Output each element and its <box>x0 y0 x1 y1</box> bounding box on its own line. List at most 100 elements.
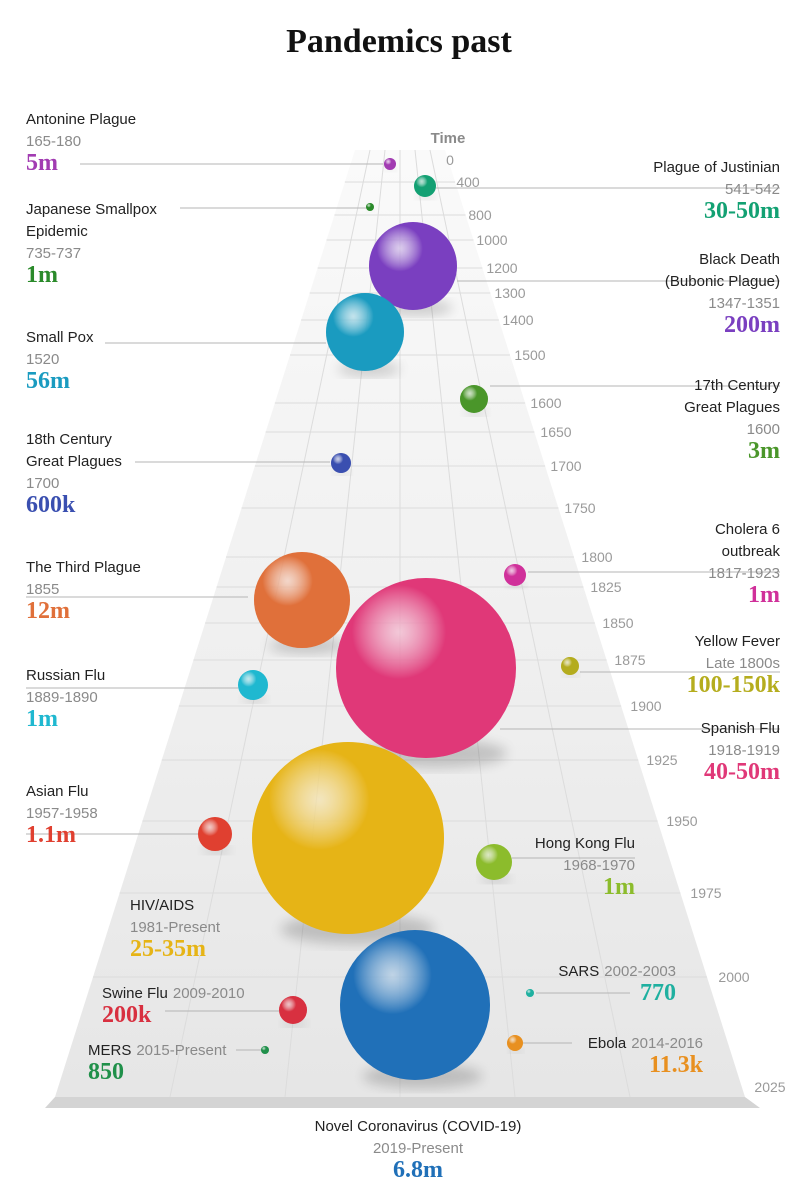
bubble-tint <box>238 670 268 700</box>
pandemic-label: SARS 2002-2003 <box>558 963 676 980</box>
bubble <box>340 930 490 1080</box>
bubble-tint <box>384 158 396 170</box>
pandemic-deaths: 1m <box>26 706 58 732</box>
bubble-tint <box>254 552 350 648</box>
pandemic-name: SARS <box>558 963 599 980</box>
bubble <box>369 222 457 310</box>
time-tick: 1750 <box>564 500 595 516</box>
time-tick: 1850 <box>602 615 633 631</box>
floor-edge <box>45 1097 760 1108</box>
time-tick: 1600 <box>530 395 561 411</box>
bubble-tint <box>561 657 579 675</box>
pandemic-name: outbreak <box>722 543 781 560</box>
pandemic-dates: 2015-Present <box>136 1042 227 1059</box>
pandemic-dates: 1700 <box>26 475 59 492</box>
pandemic-deaths: 6.8m <box>393 1157 443 1183</box>
pandemic-name: HIV/AIDS <box>130 897 194 914</box>
time-tick: 1900 <box>630 698 661 714</box>
bubble-tint <box>331 453 351 473</box>
time-tick: 1950 <box>666 813 697 829</box>
pandemic-dates: Late 1800s <box>706 655 780 672</box>
bubble <box>238 670 268 700</box>
bubble-tint <box>507 1035 523 1051</box>
grid-line <box>429 149 631 1098</box>
time-tick: 1650 <box>540 424 571 440</box>
pandemic-dates: 1817-1923 <box>708 565 780 582</box>
pandemic-dates: 2019-Present <box>373 1140 464 1157</box>
bubble-tint <box>526 989 534 997</box>
bubble-tint <box>261 1046 269 1054</box>
pandemic-name: Swine Flu <box>102 985 168 1002</box>
pandemic-deaths: 5m <box>26 150 58 176</box>
bubble <box>261 1046 269 1054</box>
pandemic-name: Antonine Plague <box>26 111 136 128</box>
pandemic-name: Ebola <box>588 1035 627 1052</box>
time-tick: 2025 <box>754 1079 785 1095</box>
pandemic-name: Novel Coronavirus (COVID-19) <box>315 1118 522 1135</box>
time-tick: 400 <box>456 174 480 190</box>
pandemic-dates: 2014-2016 <box>631 1035 703 1052</box>
pandemic-deaths: 200m <box>724 312 780 338</box>
pandemic-dates: 1520 <box>26 351 59 368</box>
bubble <box>366 203 374 211</box>
bubble-tint <box>326 293 404 371</box>
pandemic-name: The Third Plague <box>26 559 141 576</box>
bubble-tint <box>414 175 436 197</box>
pandemic-dates: 2009-2010 <box>173 985 245 1002</box>
time-tick: 2000 <box>718 969 749 985</box>
pandemic-name: Russian Flu <box>26 667 105 684</box>
pandemic-deaths: 12m <box>26 598 70 624</box>
pandemic-label: MERS 2015-Present <box>88 1042 227 1059</box>
bubble <box>561 657 579 675</box>
pandemic-name: 18th Century <box>26 431 112 448</box>
pandemic-deaths: 30-50m <box>704 198 780 224</box>
pandemic-deaths: 850 <box>88 1059 124 1085</box>
pandemic-label: Swine Flu 2009-2010 <box>102 985 245 1002</box>
bubble-tint <box>336 578 516 758</box>
pandemic-deaths: 3m <box>748 438 780 464</box>
pandemic-name: Plague of Justinian <box>653 159 780 176</box>
bubble-tint <box>198 817 232 851</box>
pandemic-dates: 165-180 <box>26 133 81 150</box>
pandemic-deaths: 1.1m <box>26 822 76 848</box>
bubble <box>414 175 436 197</box>
time-tick: 1300 <box>494 285 525 301</box>
pandemic-name: Black Death <box>699 251 780 268</box>
time-tick: 1825 <box>590 579 621 595</box>
bubble-tint <box>279 996 307 1024</box>
pandemic-deaths: 600k <box>26 492 76 518</box>
pandemic-label: Ebola 2014-2016 <box>588 1035 703 1052</box>
bubble <box>476 844 512 880</box>
pandemic-dates: 1600 <box>747 421 780 438</box>
pandemic-deaths: 770 <box>640 980 676 1006</box>
pandemic-dates: 1957-1958 <box>26 805 98 822</box>
bubble-tint <box>369 222 457 310</box>
bubble <box>507 1035 523 1051</box>
bubble <box>326 293 404 371</box>
bubble <box>252 742 444 934</box>
bubble <box>336 578 516 758</box>
pandemic-name: Epidemic <box>26 223 88 240</box>
pandemic-dates: 1889-1890 <box>26 689 98 706</box>
bubble-tint <box>504 564 526 586</box>
title: Pandemics past <box>286 23 512 60</box>
time-tick: 0 <box>446 152 454 168</box>
pandemic-deaths: 40-50m <box>704 759 780 785</box>
pandemic-name: Small Pox <box>26 329 94 346</box>
time-tick: 800 <box>468 207 492 223</box>
bubble <box>460 385 488 413</box>
pandemic-name: MERS <box>88 1042 131 1059</box>
bubble-tint <box>476 844 512 880</box>
pandemic-name: Cholera 6 <box>715 521 780 538</box>
time-tick: 1925 <box>646 752 677 768</box>
pandemic-dates: 2002-2003 <box>604 963 676 980</box>
bubble-tint <box>252 742 444 934</box>
pandemic-dates: 735-737 <box>26 245 81 262</box>
pandemic-name: Great Plagues <box>684 399 780 416</box>
time-tick: 1700 <box>550 458 581 474</box>
bubble-tint <box>460 385 488 413</box>
pandemic-dates: 1855 <box>26 581 59 598</box>
pandemic-dates: 1981-Present <box>130 919 221 936</box>
pandemic-name: 17th Century <box>694 377 780 394</box>
